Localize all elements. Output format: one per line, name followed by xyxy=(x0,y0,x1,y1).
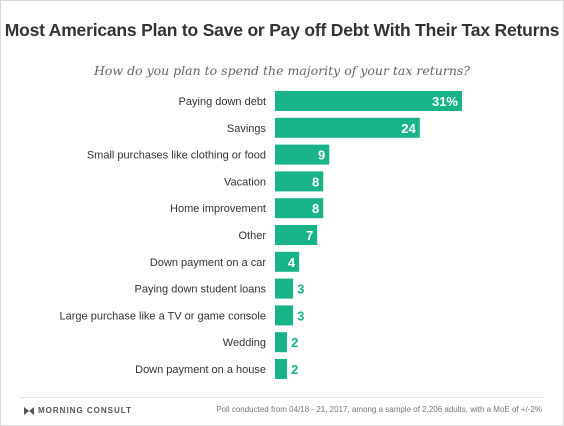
category-label: Savings xyxy=(227,123,267,135)
category-label: Other xyxy=(238,230,266,242)
category-label: Large purchase like a TV or game console xyxy=(60,310,266,322)
brand-name: MORNING CONSULT xyxy=(38,406,132,415)
category-label: Wedding xyxy=(223,337,266,349)
value-label: 24 xyxy=(401,121,416,136)
bar xyxy=(275,171,324,192)
bar xyxy=(275,332,288,353)
bar xyxy=(275,225,318,245)
bar xyxy=(275,305,294,326)
bar xyxy=(275,198,324,219)
value-label: 2 xyxy=(291,362,298,377)
category-label: Home improvement xyxy=(170,203,266,215)
chart-subtitle: How do you plan to spend the majority of… xyxy=(93,63,471,78)
bar xyxy=(275,144,330,165)
chart-title: Most Americans Plan to Save or Pay off D… xyxy=(4,20,560,40)
value-label: 3 xyxy=(297,308,304,323)
value-label: 9 xyxy=(318,148,325,163)
footer-divider xyxy=(20,397,544,398)
value-label: 8 xyxy=(312,174,319,189)
bar xyxy=(275,251,300,272)
value-label: 7 xyxy=(306,228,313,243)
category-label: Down payment on a car xyxy=(150,257,267,269)
bar xyxy=(275,359,288,379)
category-label: Down payment on a house xyxy=(135,364,266,376)
value-label: 2 xyxy=(291,335,298,350)
value-label: 31% xyxy=(432,94,458,109)
value-label: 8 xyxy=(312,201,319,216)
category-label: Small purchases like clothing or food xyxy=(87,150,266,162)
bar xyxy=(275,117,420,138)
category-label: Paying down student loans xyxy=(135,284,267,296)
value-label: 3 xyxy=(297,282,304,297)
value-label: 4 xyxy=(288,255,296,270)
bar xyxy=(275,278,294,299)
category-label: Paying down debt xyxy=(179,96,266,108)
brand-logo: MORNING CONSULT xyxy=(24,406,132,415)
morning-consult-icon xyxy=(24,406,34,415)
source-note: Poll conducted from 04/18 - 21, 2017, am… xyxy=(216,405,542,414)
bar xyxy=(275,91,462,111)
category-label: Vacation xyxy=(224,176,266,188)
